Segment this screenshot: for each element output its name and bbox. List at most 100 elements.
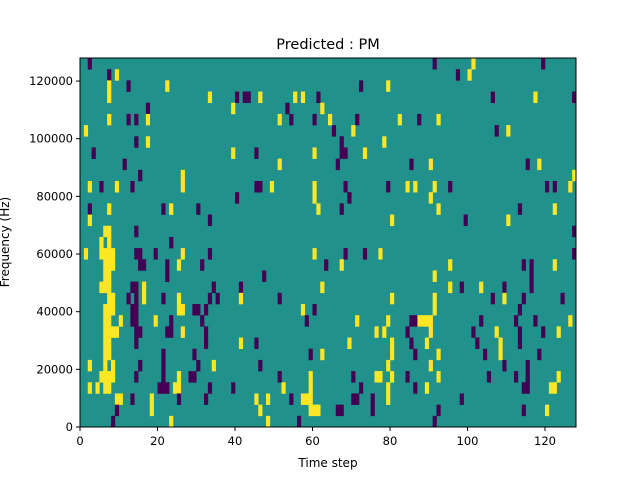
heatmap-cell-high — [107, 337, 112, 350]
heatmap-cell-high — [149, 404, 154, 417]
heatmap-cell-high — [390, 348, 395, 361]
x-tick-label: 120 — [534, 434, 556, 448]
heatmap-cell-low — [161, 348, 166, 361]
heatmap-cell-low — [339, 147, 344, 159]
heatmap-cell-low — [517, 326, 523, 338]
heatmap-cell-high — [142, 292, 147, 305]
heatmap-cell-high — [390, 214, 395, 227]
heatmap-cell-high — [300, 393, 306, 405]
heatmap-cell-high — [207, 91, 213, 104]
heatmap-cell-low — [386, 181, 391, 193]
heatmap-cell-high — [421, 315, 426, 327]
heatmap-cell-high — [107, 326, 112, 338]
heatmap-cell-high — [87, 359, 92, 372]
heatmap-cell-low — [486, 371, 492, 383]
heatmap-cell-low — [335, 158, 340, 171]
heatmap-cell-low — [479, 315, 484, 327]
heatmap-cell-low — [246, 91, 251, 104]
y-tick-label: 120000 — [29, 74, 73, 88]
heatmap-cell-low — [192, 348, 197, 361]
heatmap-cell-low — [204, 326, 209, 338]
heatmap-cell-high — [145, 113, 151, 126]
heatmap-cell-high — [103, 382, 108, 394]
heatmap-cell-low — [161, 371, 166, 383]
heatmap-cell-high — [293, 91, 298, 104]
heatmap-cell-high — [556, 371, 561, 383]
heatmap-cell-low — [521, 404, 526, 417]
heatmap-cell-high — [308, 393, 313, 405]
heatmap-cell-low — [343, 248, 348, 260]
heatmap-cell-low — [254, 337, 259, 350]
y-tick-label: 80000 — [36, 189, 73, 203]
heatmap-cell-high — [165, 80, 170, 92]
heatmap-cell-high — [390, 371, 395, 383]
heatmap-cell-high — [231, 147, 236, 159]
heatmap-cell-high — [99, 236, 104, 249]
heatmap-cell-low — [533, 315, 538, 327]
heatmap-cell-low — [541, 326, 546, 338]
heatmap-cell-low — [529, 270, 534, 282]
x-tick-label: 20 — [150, 434, 165, 448]
heatmap-cell-high — [502, 292, 507, 305]
heatmap-cell-high — [428, 158, 433, 171]
heatmap-cell-high — [180, 248, 185, 260]
heatmap-cell-high — [111, 259, 116, 271]
heatmap-cell-high — [281, 382, 286, 394]
heatmap-cell-high — [378, 248, 383, 260]
heatmap-cell-high — [114, 69, 120, 81]
heatmap-cell-low — [572, 248, 577, 260]
heatmap-cell-low — [134, 136, 139, 148]
heatmap-cell-high — [386, 80, 391, 92]
heatmap-cell-high — [87, 181, 92, 193]
heatmap-cell-high — [142, 281, 147, 294]
heatmap-cell-low — [262, 270, 267, 282]
heatmap-cell-low — [161, 382, 166, 394]
heatmap-cell-high — [351, 125, 356, 137]
heatmap-cell-low — [204, 337, 209, 350]
heatmap-cell-low — [188, 371, 193, 383]
heatmap-cell-low — [471, 326, 476, 338]
heatmap-cell-high — [552, 382, 557, 394]
heatmap-cell-high — [83, 248, 89, 260]
heatmap-cell-low — [235, 192, 240, 204]
heatmap-cell-low — [138, 169, 143, 182]
heatmap-cell-low — [502, 359, 507, 372]
heatmap-cell-low — [134, 337, 139, 350]
heatmap-cell-high — [111, 248, 116, 260]
heatmap-cell-high — [424, 382, 430, 394]
heatmap-cell-low — [413, 315, 418, 327]
heatmap-cell-low — [138, 248, 143, 260]
heatmap-cell-low — [355, 393, 360, 405]
heatmap-cell-low — [134, 248, 139, 260]
heatmap-cell-high — [114, 326, 120, 338]
heatmap-cell-low — [207, 214, 213, 227]
heatmap-cell-high — [312, 192, 317, 204]
heatmap-cell-high — [374, 326, 379, 338]
heatmap-cell-high — [312, 147, 317, 159]
heatmap-cell-low — [525, 158, 530, 171]
x-tick-label: 0 — [76, 434, 83, 448]
heatmap-cell-high — [83, 125, 89, 137]
y-tick-label: 20000 — [36, 362, 73, 376]
heatmap-cell-high — [149, 393, 154, 405]
x-tick-label: 100 — [457, 434, 479, 448]
heatmap-cell-high — [211, 359, 216, 372]
heatmap-cell-low — [432, 58, 437, 70]
heatmap-cell-high — [107, 259, 112, 271]
heatmap-cell-high — [107, 203, 112, 215]
heatmap-cell-high — [506, 214, 511, 227]
heatmap-cell-high — [107, 248, 112, 260]
heatmap-cell-low — [502, 281, 507, 294]
heatmap-cell-high — [266, 393, 271, 405]
heatmap-cell-high — [537, 158, 542, 171]
heatmap-cell-high — [432, 304, 437, 316]
heatmap-cell-low — [134, 225, 139, 238]
heatmap-cell-low — [192, 304, 197, 316]
heatmap-cell-low — [494, 125, 499, 137]
heatmap-cell-high — [153, 315, 158, 327]
heatmap-cell-high — [300, 304, 306, 316]
heatmap-cell-high — [556, 326, 561, 338]
heatmap-cell-high — [347, 337, 352, 350]
x-axis-label: Time step — [297, 456, 357, 470]
